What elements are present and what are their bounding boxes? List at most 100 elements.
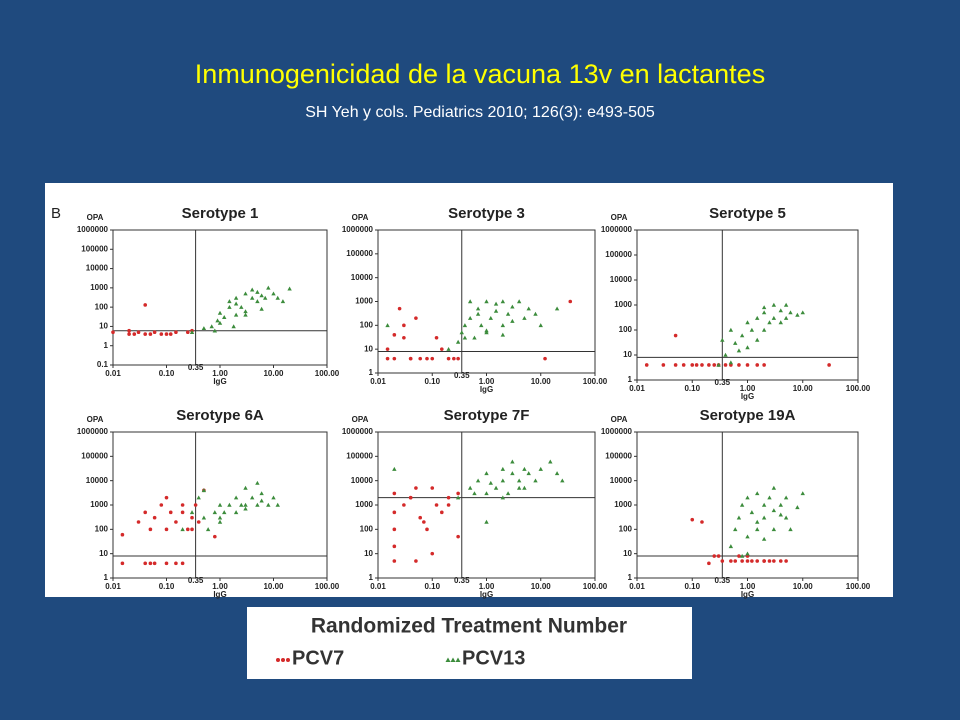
x-tick-label: 0.10 [159, 369, 175, 378]
point [500, 299, 506, 304]
x-tick-label: 1.00 [212, 369, 228, 378]
point [729, 559, 733, 563]
point [243, 309, 248, 314]
x-tick-label: 0.01 [370, 582, 386, 591]
point [554, 471, 560, 476]
point [217, 515, 223, 520]
point [500, 332, 506, 337]
legend-label: PCV13 [462, 647, 525, 669]
point [472, 491, 477, 496]
point [455, 495, 461, 500]
point [143, 510, 148, 515]
point [755, 363, 760, 367]
point [174, 520, 178, 524]
chart-title: Serotype 19A [700, 407, 796, 424]
point [510, 471, 515, 476]
point [681, 363, 686, 367]
point [120, 532, 125, 537]
point [164, 495, 169, 500]
point [143, 561, 148, 566]
point [745, 320, 750, 325]
point [402, 335, 406, 340]
point [728, 360, 734, 365]
point [201, 515, 207, 520]
point [266, 285, 271, 290]
x-tick-label: 0.01 [629, 582, 645, 591]
y-tick-label: 100 [360, 524, 374, 533]
y-tick-label: 10 [99, 549, 108, 558]
point [425, 527, 429, 532]
point [164, 527, 169, 532]
point [402, 323, 406, 328]
chart-title: Serotype 7F [444, 407, 530, 424]
point [516, 485, 522, 490]
point [255, 299, 260, 304]
point [392, 333, 397, 337]
point [475, 311, 481, 316]
y-tick-label: 1000000 [77, 225, 109, 234]
y-tick-label: 100000 [605, 250, 632, 259]
point [533, 478, 538, 483]
point [467, 315, 473, 320]
legend-title: Randomized Treatment Number [311, 615, 627, 638]
point [455, 339, 461, 344]
threshold-label: 0.35 [715, 576, 731, 585]
y-tick-label: 1000 [614, 500, 632, 509]
point [755, 559, 760, 563]
point [484, 491, 489, 496]
x-axis-label: IgG [480, 590, 493, 599]
point [132, 332, 137, 336]
y-tick-label: 1000 [614, 300, 632, 309]
point [275, 502, 280, 507]
point [392, 466, 397, 471]
y-tick-label: 10 [623, 549, 632, 558]
point [459, 330, 464, 335]
y-tick-label: 1000000 [601, 427, 633, 436]
point [418, 515, 423, 520]
point [767, 495, 772, 500]
point [174, 561, 178, 566]
point [196, 495, 201, 500]
point [243, 312, 248, 317]
y-tick-label: 1000 [355, 500, 373, 509]
point [385, 347, 390, 351]
point [795, 505, 800, 510]
point [408, 495, 413, 500]
point [440, 510, 444, 515]
point [414, 559, 418, 563]
point [385, 323, 390, 328]
y-tick-label: 10000 [351, 476, 374, 485]
point [287, 286, 292, 291]
point [440, 347, 444, 351]
point [538, 323, 543, 328]
point [755, 491, 760, 496]
point [526, 306, 531, 311]
point [408, 356, 413, 361]
point [690, 363, 695, 367]
point [180, 527, 185, 532]
point [164, 332, 169, 336]
point [488, 480, 493, 485]
point [472, 335, 477, 340]
point [255, 289, 260, 294]
point [500, 495, 506, 500]
point [493, 485, 499, 490]
x-tick-label: 100.00 [315, 582, 340, 591]
y-tick-label: 1 [369, 573, 374, 582]
point [745, 345, 750, 350]
point [644, 363, 649, 367]
point [190, 515, 194, 520]
point [739, 502, 745, 507]
point [723, 352, 728, 357]
point [761, 305, 767, 310]
y-tick-label: 1000 [355, 297, 373, 306]
point [467, 299, 473, 304]
threshold-label: 0.35 [188, 363, 204, 372]
point [430, 356, 435, 361]
point [233, 295, 239, 300]
x-tick-label: 1.00 [740, 384, 756, 393]
point [728, 327, 734, 332]
point [201, 488, 207, 493]
point [771, 485, 777, 490]
point [488, 315, 493, 320]
